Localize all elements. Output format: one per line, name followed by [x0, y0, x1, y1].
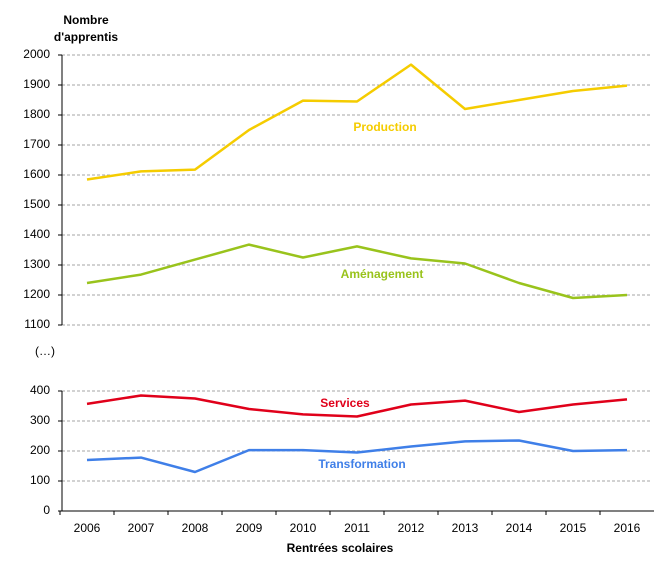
y-tick-label: 2000 — [23, 47, 50, 61]
series-label: Production — [353, 120, 416, 134]
x-tick-label: 2006 — [74, 521, 101, 535]
series-label: Services — [320, 396, 370, 410]
y-tick-label: 1400 — [23, 227, 50, 241]
series-label: Transformation — [318, 457, 405, 471]
x-tick-label: 2013 — [452, 521, 479, 535]
y-tick-label: 200 — [30, 443, 50, 457]
series-line — [86, 439, 628, 474]
y-axis-title: Nombre d'apprentis — [53, 13, 119, 44]
x-tick-label: 2015 — [560, 521, 587, 535]
series-line — [86, 243, 628, 300]
x-tick-label: 2010 — [290, 521, 317, 535]
x-tick-label: 2016 — [614, 521, 641, 535]
x-tick-label: 2011 — [344, 521, 370, 535]
y-tick-label: 0 — [43, 503, 50, 517]
y-tick-label: 1900 — [23, 77, 50, 91]
axis-break: (…) — [35, 344, 55, 358]
y-tick-label: 1100 — [24, 317, 50, 331]
y-tick-label: 1300 — [23, 257, 50, 271]
x-tick-label: 2007 — [128, 521, 155, 535]
x-tick-label: 2012 — [398, 521, 425, 535]
x-tick-label: 2008 — [182, 521, 209, 535]
x-tick-label: 2009 — [236, 521, 263, 535]
y-tick-label: 300 — [30, 413, 50, 427]
y-tick-label: 400 — [30, 383, 50, 397]
y-tick-label: 100 — [30, 473, 50, 487]
series-line — [86, 63, 628, 181]
y-tick-label: 1200 — [23, 287, 50, 301]
y-tick-label: 1600 — [23, 167, 50, 181]
x-tick-label: 2014 — [506, 521, 533, 535]
series-label: Aménagement — [341, 267, 424, 281]
y-tick-label: 1500 — [23, 197, 50, 211]
x-axis-label: Rentrées scolaires — [287, 541, 394, 555]
y-tick-label: 1700 — [23, 137, 50, 151]
series-line — [86, 394, 628, 418]
y-tick-label: 1800 — [23, 107, 50, 121]
